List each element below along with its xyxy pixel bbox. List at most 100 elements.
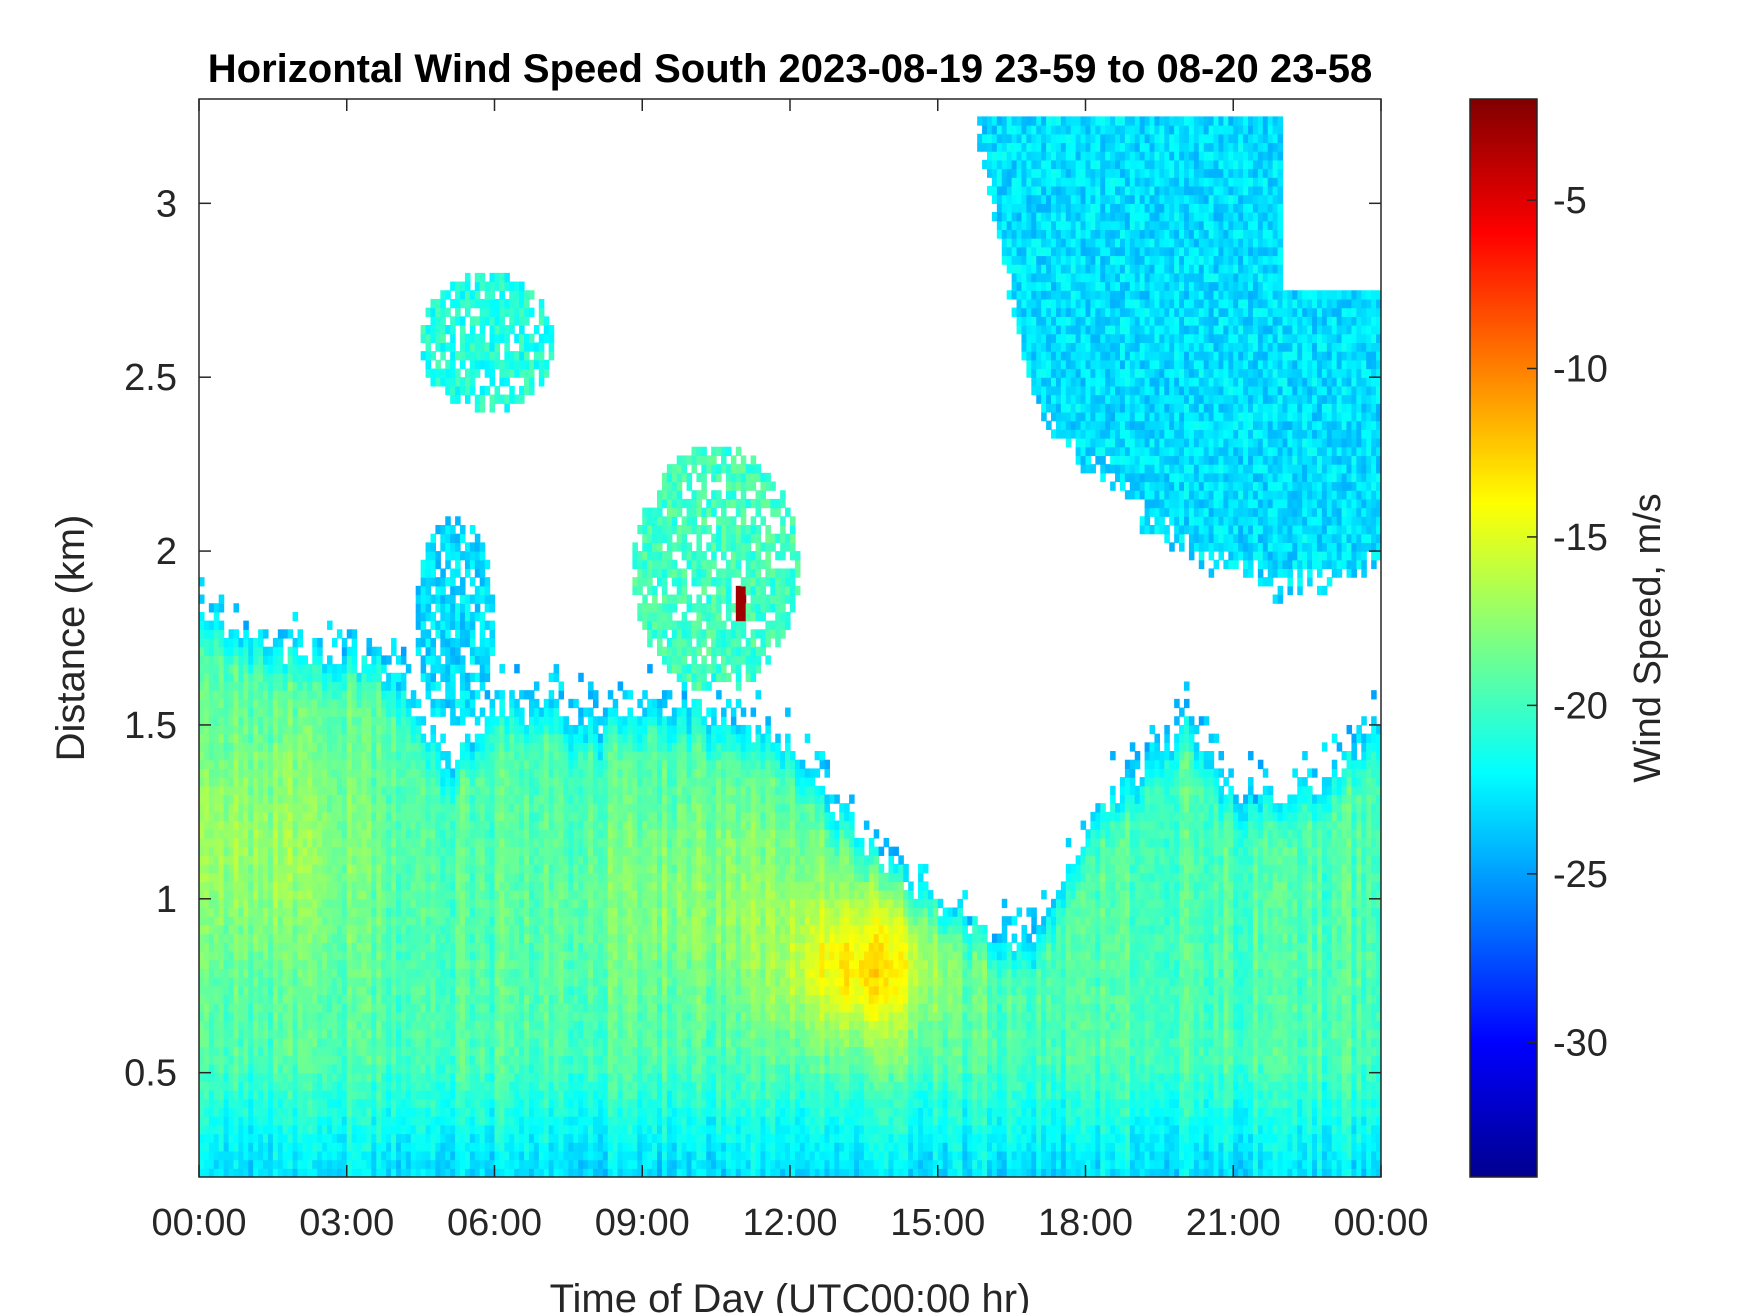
heatmap-cell <box>376 742 382 752</box>
heatmap-cell <box>455 1037 461 1048</box>
heatmap-cell <box>341 681 348 691</box>
heatmap-cell <box>272 890 279 900</box>
heatmap-cell <box>524 1081 530 1091</box>
heatmap-cell <box>494 924 501 935</box>
heatmap-cell <box>312 655 318 665</box>
heatmap-cell <box>272 977 279 987</box>
heatmap-cell <box>445 524 451 535</box>
heatmap-cell <box>267 820 274 830</box>
heatmap-cell <box>199 890 205 900</box>
heatmap-cell <box>489 646 496 656</box>
heatmap-cell <box>479 1081 486 1091</box>
heatmap-cell <box>336 994 343 1004</box>
heatmap-cell <box>272 924 279 935</box>
heatmap-cell <box>213 1124 220 1135</box>
heatmap-cell <box>489 1081 496 1091</box>
heatmap-cell <box>538 794 545 804</box>
heatmap-cell <box>440 916 446 926</box>
heatmap-cell <box>346 864 353 874</box>
heatmap-cell <box>361 1020 368 1030</box>
heatmap-cell <box>450 716 456 726</box>
heatmap-cell <box>307 985 313 996</box>
heatmap-cell <box>381 924 387 935</box>
heatmap-cell <box>277 1150 284 1161</box>
heatmap-cell <box>203 1055 210 1065</box>
heatmap-cell <box>331 977 338 987</box>
heatmap-cell <box>381 759 387 769</box>
heatmap-cell <box>391 1011 397 1022</box>
heatmap-cell <box>425 542 432 552</box>
heatmap-cell <box>425 890 432 900</box>
heatmap-cell <box>489 985 496 996</box>
heatmap-cell <box>425 1011 432 1022</box>
heatmap-cell <box>484 985 491 996</box>
heatmap-cell <box>455 603 461 613</box>
heatmap-cell <box>233 646 239 656</box>
heatmap-cell <box>430 1159 436 1169</box>
heatmap-cell <box>425 968 432 978</box>
heatmap-cell <box>420 1133 427 1143</box>
heatmap-cell <box>425 907 432 917</box>
heatmap-cell <box>494 759 501 769</box>
heatmap-cell <box>455 1055 461 1065</box>
heatmap-cell <box>563 716 569 726</box>
heatmap-cell <box>263 1081 269 1091</box>
heatmap-cell <box>504 351 510 361</box>
heatmap-cell <box>430 803 436 813</box>
heatmap-cell <box>440 707 446 717</box>
heatmap-cell <box>474 1072 481 1082</box>
heatmap-cell <box>391 890 397 900</box>
heatmap-cell <box>277 1046 284 1056</box>
heatmap-cell <box>356 985 363 996</box>
heatmap-cell <box>336 664 343 674</box>
heatmap-cell <box>469 881 476 891</box>
heatmap-cell <box>568 1107 574 1117</box>
heatmap-cell <box>233 681 239 691</box>
heatmap-cell <box>474 1011 481 1022</box>
heatmap-cell <box>538 837 545 848</box>
heatmap-cell <box>543 881 550 891</box>
heatmap-cell <box>341 1020 348 1030</box>
heatmap-cell <box>336 1037 343 1048</box>
heatmap-cell <box>435 898 441 909</box>
heatmap-cell <box>573 785 579 796</box>
heatmap-cell <box>435 777 441 787</box>
heatmap-cell <box>208 803 215 813</box>
heatmap-cell <box>233 1011 239 1022</box>
heatmap-cell <box>410 716 417 726</box>
heatmap-cell <box>484 1037 491 1048</box>
heatmap-cell <box>322 959 328 969</box>
heatmap-cell <box>292 820 299 830</box>
heatmap-cell <box>460 768 466 778</box>
heatmap-cell <box>440 751 446 761</box>
heatmap-cell <box>199 742 205 752</box>
heatmap-cell <box>415 1029 422 1039</box>
heatmap-cell <box>474 855 481 865</box>
heatmap-cell <box>400 1090 407 1100</box>
heatmap-cell <box>464 681 471 691</box>
heatmap-cell <box>514 785 520 796</box>
heatmap-cell <box>538 377 545 387</box>
heatmap-cell <box>573 1142 579 1152</box>
heatmap-cell <box>199 1055 205 1065</box>
heatmap-cell <box>396 1168 402 1177</box>
heatmap-cell <box>499 959 505 969</box>
heatmap-cell <box>553 950 560 961</box>
heatmap-cell <box>430 638 436 648</box>
heatmap-cell <box>351 1011 358 1022</box>
heatmap-cell <box>287 1159 294 1169</box>
heatmap-cell <box>553 724 560 735</box>
heatmap-cell <box>430 742 436 752</box>
heatmap-cell <box>371 1116 377 1126</box>
heatmap-cell <box>243 1150 249 1161</box>
heatmap-cell <box>327 881 333 891</box>
heatmap-cell <box>405 855 412 865</box>
heatmap-cell <box>514 298 520 309</box>
heatmap-cell <box>386 985 392 996</box>
heatmap-cell <box>538 768 545 778</box>
heatmap-cell <box>514 881 520 891</box>
heatmap-cell <box>396 872 402 883</box>
heatmap-cell <box>563 1159 569 1169</box>
heatmap-cell <box>450 1098 456 1109</box>
heatmap-cell <box>351 672 358 683</box>
